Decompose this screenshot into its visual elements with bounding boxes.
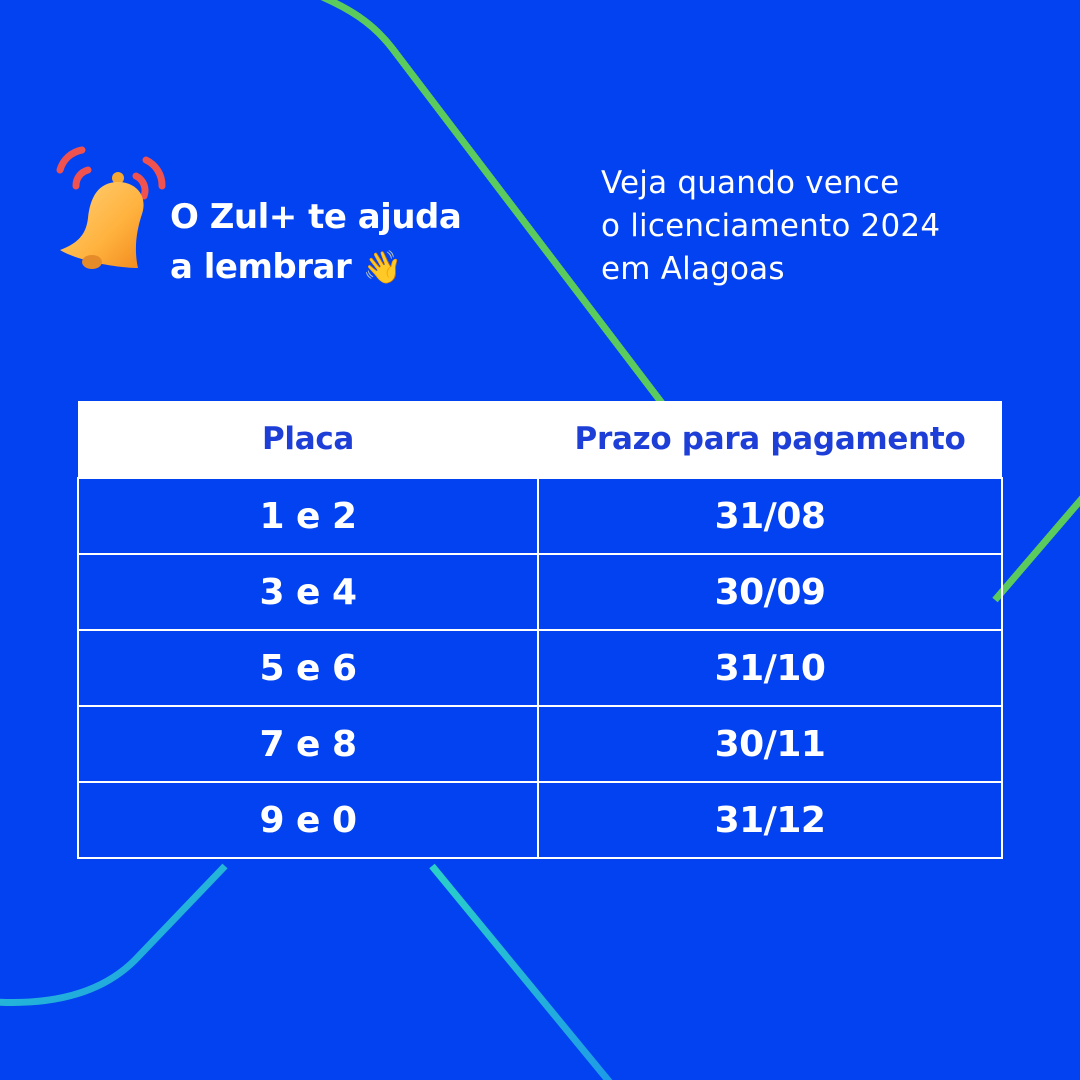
plate-cell: 7 e 8 [77,705,539,783]
headline: O Zul+ te ajuda a lembrar 👋 [170,192,462,292]
table-row: 5 e 6 31/10 [77,629,1003,707]
table-row: 7 e 8 30/11 [77,705,1003,783]
column-header-prazo: Prazo para pagamento [538,401,1002,478]
waving-hand-icon: 👋 [362,248,403,286]
deadline-table: Placa Prazo para pagamento 1 e 2 31/08 3… [77,401,1003,859]
deadline-cell: 30/11 [537,705,1003,783]
green-curve [320,0,693,443]
deadline-cell: 31/12 [537,781,1003,859]
subtitle-line-2: o licenciamento 2024 [601,208,941,244]
table-row: 3 e 4 30/09 [77,553,1003,631]
table-row: 1 e 2 31/08 [77,477,1003,555]
cyan-left-curve [0,863,228,1006]
column-header-placa: Placa [78,401,538,478]
bell-icon [56,146,166,269]
subtitle-line-1: Veja quando vence [601,165,900,201]
plate-cell: 3 e 4 [77,553,539,631]
table-header-row: Placa Prazo para pagamento [78,401,1002,478]
green-right-segment [992,495,1080,603]
deadline-cell: 31/10 [537,629,1003,707]
subtitle-line-3: em Alagoas [601,251,785,287]
headline-line-2: a lembrar 👋 [170,242,461,292]
plate-cell: 5 e 6 [77,629,539,707]
headline-line-1: O Zul+ te ajuda [170,197,462,237]
headline-line-2-text: a lembrar [170,247,352,287]
subtitle: Veja quando vence o licenciamento 2024 e… [601,162,940,291]
plate-cell: 1 e 2 [77,477,539,555]
cyan-bottom-segment [429,863,613,1080]
deadline-cell: 31/08 [537,477,1003,555]
plate-cell: 9 e 0 [77,781,539,859]
table-row: 9 e 0 31/12 [77,781,1003,859]
deadline-cell: 30/09 [537,553,1003,631]
